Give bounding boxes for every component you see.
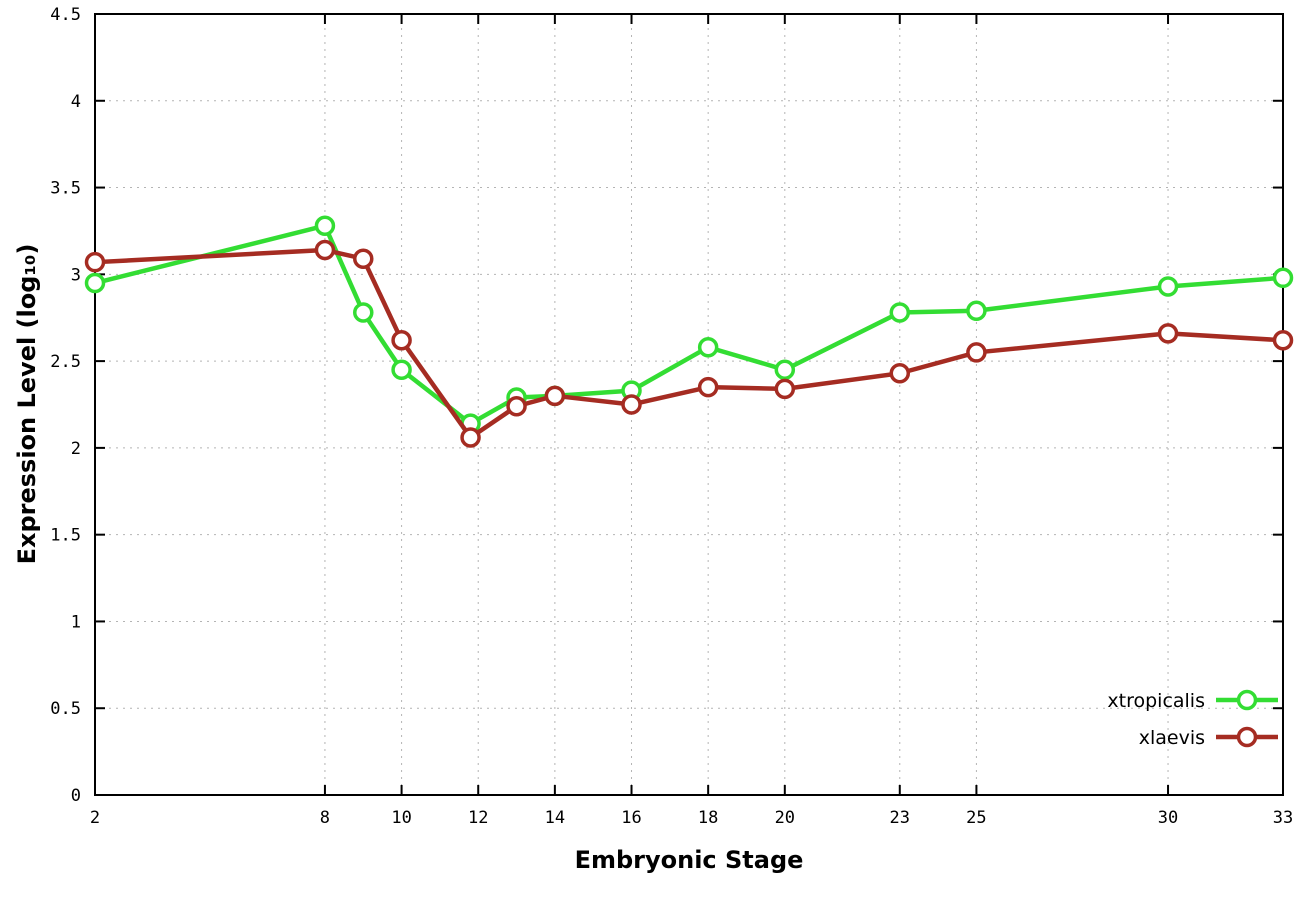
y-tick-label: 2 — [71, 439, 81, 459]
y-axis-title: Expression Level (log₁₀) — [13, 243, 41, 565]
data-point-xtropicalis — [966, 300, 987, 322]
x-tick-label: 33 — [1273, 808, 1293, 828]
data-point-xtropicalis — [889, 302, 911, 323]
series-xlaevis — [84, 239, 1294, 448]
data-point-xtropicalis — [84, 272, 106, 294]
legend-marker-sample — [1236, 689, 1258, 711]
data-point-xlaevis — [460, 427, 481, 448]
y-tick-label: 4.5 — [50, 5, 81, 25]
x-axis-title: Embryonic Stage — [574, 846, 804, 874]
data-point-xtropicalis — [774, 359, 796, 381]
y-tick-label: 3 — [71, 265, 81, 285]
x-tick-label: 30 — [1158, 808, 1178, 828]
data-point-xlaevis — [966, 342, 987, 363]
data-point-xlaevis — [889, 363, 911, 384]
data-point-xlaevis — [621, 394, 642, 415]
data-point-xlaevis — [391, 330, 412, 351]
x-tick-label: 25 — [966, 808, 986, 828]
y-tick-label: 4 — [71, 92, 81, 112]
legend: xtropicalis xlaevis — [1107, 689, 1278, 749]
data-point-xtropicalis — [1157, 276, 1179, 297]
y-tick-label: 0 — [71, 786, 81, 806]
data-point-xlaevis — [506, 395, 527, 417]
data-point-xtropicalis — [314, 215, 336, 236]
grid-lines — [94, 13, 1284, 796]
x-tick-label: 12 — [468, 808, 488, 828]
legend-marker-sample — [1236, 726, 1258, 748]
x-tick-label: 23 — [890, 808, 910, 828]
plot-border — [94, 13, 1284, 796]
x-tick-label: 2 — [90, 808, 100, 828]
data-point-xtropicalis — [353, 302, 374, 323]
data-point-xlaevis — [1157, 323, 1179, 344]
series-xtropicalis — [84, 215, 1294, 434]
tick-marks — [94, 13, 1284, 796]
data-point-xtropicalis — [697, 336, 719, 358]
x-tick-label: 8 — [320, 808, 330, 828]
data-point-xlaevis — [314, 239, 336, 261]
x-tick-label: 20 — [775, 808, 795, 828]
data-point-xlaevis — [697, 376, 719, 398]
data-point-xtropicalis — [1272, 267, 1294, 289]
x-tick-label: 16 — [621, 808, 641, 828]
data-point-xtropicalis — [391, 359, 412, 381]
y-tick-label: 1.5 — [50, 526, 81, 546]
data-point-xlaevis — [84, 251, 106, 273]
x-tick-label: 14 — [545, 808, 565, 828]
y-tick-label: 2.5 — [50, 352, 81, 372]
data-point-xlaevis — [544, 385, 566, 407]
data-point-xlaevis — [353, 248, 374, 269]
x-tick-label: 18 — [698, 808, 718, 828]
data-point-xlaevis — [774, 378, 796, 400]
y-tick-label: 3.5 — [50, 179, 81, 199]
y-tick-label: 0.5 — [50, 699, 81, 719]
y-tick-label: 1 — [71, 612, 81, 632]
legend-label-xtropicalis: xtropicalis — [1107, 690, 1205, 712]
legend-label-xlaevis: xlaevis — [1139, 727, 1205, 749]
x-tick-label: 10 — [391, 808, 411, 828]
data-point-xlaevis — [1272, 330, 1294, 351]
